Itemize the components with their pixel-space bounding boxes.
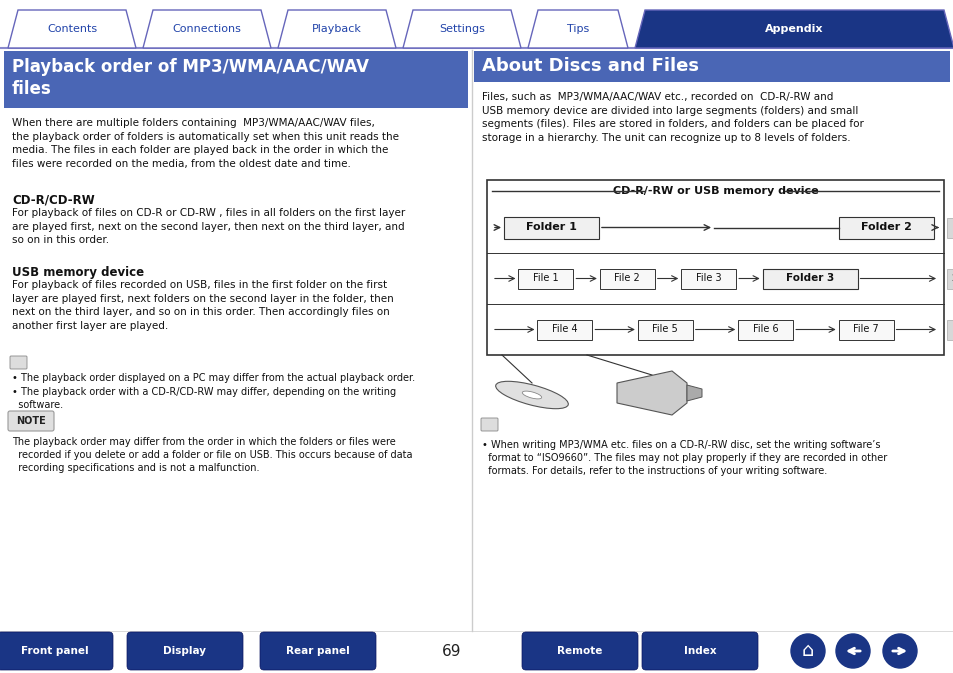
Polygon shape	[402, 10, 520, 48]
Circle shape	[882, 634, 916, 668]
Text: Index: Index	[683, 646, 716, 656]
Text: • When writing MP3/WMA etc. files on a CD-R/-RW disc, set the writing software’s: • When writing MP3/WMA etc. files on a C…	[481, 440, 886, 476]
FancyBboxPatch shape	[521, 632, 638, 670]
FancyBboxPatch shape	[0, 632, 112, 670]
Polygon shape	[617, 371, 686, 415]
Text: For playback of files recorded on USB, files in the first folder on the first
la: For playback of files recorded on USB, f…	[12, 280, 394, 331]
Text: Rear panel: Rear panel	[286, 646, 350, 656]
Polygon shape	[635, 10, 953, 48]
FancyBboxPatch shape	[474, 51, 949, 82]
Text: Folder 3: Folder 3	[785, 273, 833, 283]
Text: Files, such as  MP3/WMA/AAC/WAV etc., recorded on  CD-R/-RW and
USB memory devic: Files, such as MP3/WMA/AAC/WAV etc., rec…	[481, 92, 863, 143]
Text: Contents: Contents	[47, 24, 97, 34]
Text: File 6: File 6	[752, 324, 778, 334]
FancyBboxPatch shape	[946, 320, 953, 339]
FancyBboxPatch shape	[8, 411, 54, 431]
Text: Playback: Playback	[312, 24, 361, 34]
Text: File 5: File 5	[652, 324, 678, 334]
FancyBboxPatch shape	[641, 632, 758, 670]
FancyBboxPatch shape	[4, 51, 468, 108]
Text: When there are multiple folders containing  MP3/WMA/AAC/WAV files,
the playback : When there are multiple folders containi…	[12, 118, 398, 169]
Text: Settings: Settings	[438, 24, 484, 34]
Text: Folder 1: Folder 1	[525, 223, 577, 232]
Polygon shape	[277, 10, 395, 48]
Text: Connections: Connections	[172, 24, 241, 34]
Text: Playback order of MP3/WMA/AAC/WAV
files: Playback order of MP3/WMA/AAC/WAV files	[12, 58, 369, 98]
FancyBboxPatch shape	[838, 217, 933, 238]
Text: About Discs and Files: About Discs and Files	[481, 57, 699, 75]
Text: NOTE: NOTE	[16, 416, 46, 426]
Text: CD-R/CD-RW: CD-R/CD-RW	[12, 194, 94, 207]
FancyBboxPatch shape	[517, 269, 573, 289]
Circle shape	[835, 634, 869, 668]
FancyBboxPatch shape	[10, 356, 27, 369]
Text: 2nd level: 2nd level	[951, 274, 953, 283]
FancyBboxPatch shape	[599, 269, 654, 289]
Text: Folder 2: Folder 2	[861, 223, 911, 232]
Text: Remote: Remote	[557, 646, 602, 656]
Polygon shape	[527, 10, 627, 48]
Text: USB memory device: USB memory device	[12, 266, 144, 279]
FancyBboxPatch shape	[738, 320, 792, 339]
Text: Appendix: Appendix	[764, 24, 822, 34]
Text: The playback order may differ from the order in which the folders or files were
: The playback order may differ from the o…	[12, 437, 412, 473]
Polygon shape	[8, 10, 136, 48]
Text: File 4: File 4	[552, 324, 578, 334]
FancyBboxPatch shape	[127, 632, 243, 670]
Text: File 7: File 7	[852, 324, 878, 334]
FancyBboxPatch shape	[260, 632, 375, 670]
FancyBboxPatch shape	[503, 217, 598, 238]
Text: CD-R/-RW or USB memory device: CD-R/-RW or USB memory device	[612, 186, 818, 196]
FancyBboxPatch shape	[537, 320, 592, 339]
Ellipse shape	[496, 382, 568, 409]
Text: • The playback order with a CD-R/CD-RW may differ, depending on the writing
  so: • The playback order with a CD-R/CD-RW m…	[12, 387, 395, 411]
FancyBboxPatch shape	[480, 418, 497, 431]
FancyBboxPatch shape	[638, 320, 692, 339]
Circle shape	[790, 634, 824, 668]
Polygon shape	[143, 10, 271, 48]
FancyBboxPatch shape	[946, 269, 953, 289]
Text: For playback of files on CD-R or CD-RW , files in all folders on the first layer: For playback of files on CD-R or CD-RW ,…	[12, 208, 405, 245]
FancyBboxPatch shape	[761, 269, 857, 289]
FancyBboxPatch shape	[946, 217, 953, 238]
FancyBboxPatch shape	[486, 180, 943, 355]
Text: • The playback order displayed on a PC may differ from the actual playback order: • The playback order displayed on a PC m…	[12, 373, 415, 383]
Text: File 2: File 2	[614, 273, 639, 283]
Text: 69: 69	[442, 643, 461, 658]
Text: Tips: Tips	[566, 24, 589, 34]
FancyBboxPatch shape	[680, 269, 736, 289]
Polygon shape	[686, 385, 701, 401]
Text: Front panel: Front panel	[21, 646, 89, 656]
Ellipse shape	[521, 391, 541, 399]
Text: ⌂: ⌂	[801, 641, 813, 660]
Text: Display: Display	[163, 646, 206, 656]
Text: File 1: File 1	[533, 273, 558, 283]
FancyBboxPatch shape	[838, 320, 893, 339]
Text: File 3: File 3	[695, 273, 720, 283]
